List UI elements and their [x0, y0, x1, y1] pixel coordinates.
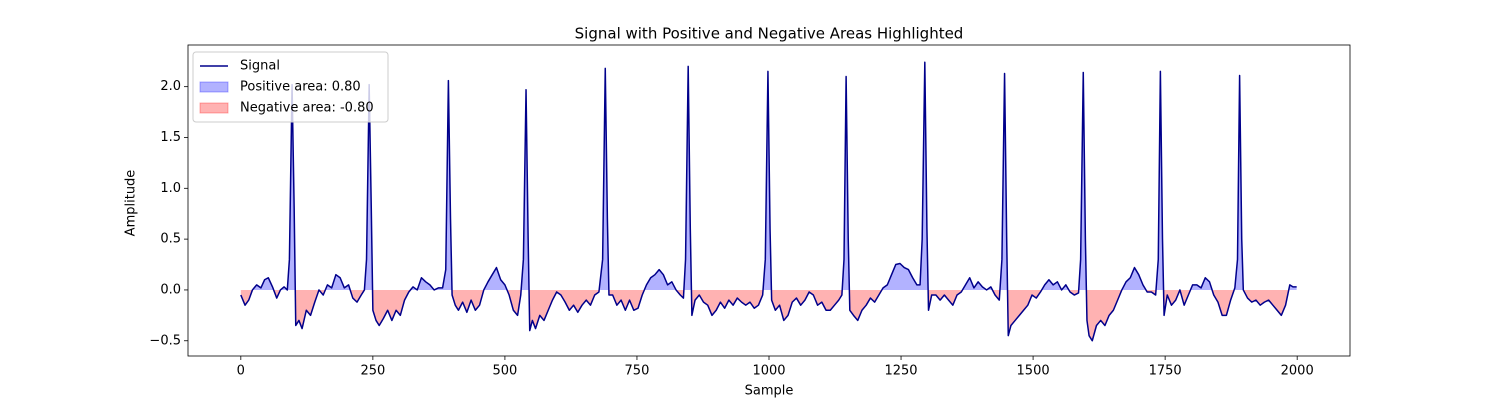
legend-swatch: [199, 81, 229, 93]
x-tick-label: 0: [237, 364, 245, 379]
legend-label: Negative area: -0.80: [240, 101, 374, 116]
legend-swatch: [199, 102, 229, 114]
signal-line: [240, 61, 1297, 342]
x-tick-label: 1250: [884, 364, 917, 379]
y-axis-label: Amplitude: [124, 170, 139, 237]
y-tick-label: 1.0: [160, 181, 181, 196]
legend: Signal Positive area: 0.80 Negative area: …: [192, 51, 389, 123]
y-tick-label: −0.5: [149, 333, 181, 348]
y-tick-label: 1.5: [160, 130, 181, 145]
x-tick-label: 1000: [752, 364, 785, 379]
x-tick-label: 750: [625, 364, 650, 379]
legend-box: [192, 51, 389, 123]
chart-title: Signal with Positive and Negative Areas …: [575, 25, 964, 43]
x-tick-label: 1750: [1149, 364, 1182, 379]
y-tick-label: 2.0: [160, 79, 181, 94]
legend-label: Signal: [240, 59, 280, 74]
x-axis-label: Sample: [745, 384, 794, 399]
x-tick-label: 2000: [1281, 364, 1314, 379]
x-tick-label: 1500: [1017, 364, 1050, 379]
x-tick-label: 250: [360, 364, 385, 379]
y-tick-label: 0.0: [160, 282, 181, 297]
x-tick-label: 500: [492, 364, 517, 379]
legend-label: Positive area: 0.80: [240, 80, 361, 95]
y-tick-label: 0.5: [160, 232, 181, 247]
